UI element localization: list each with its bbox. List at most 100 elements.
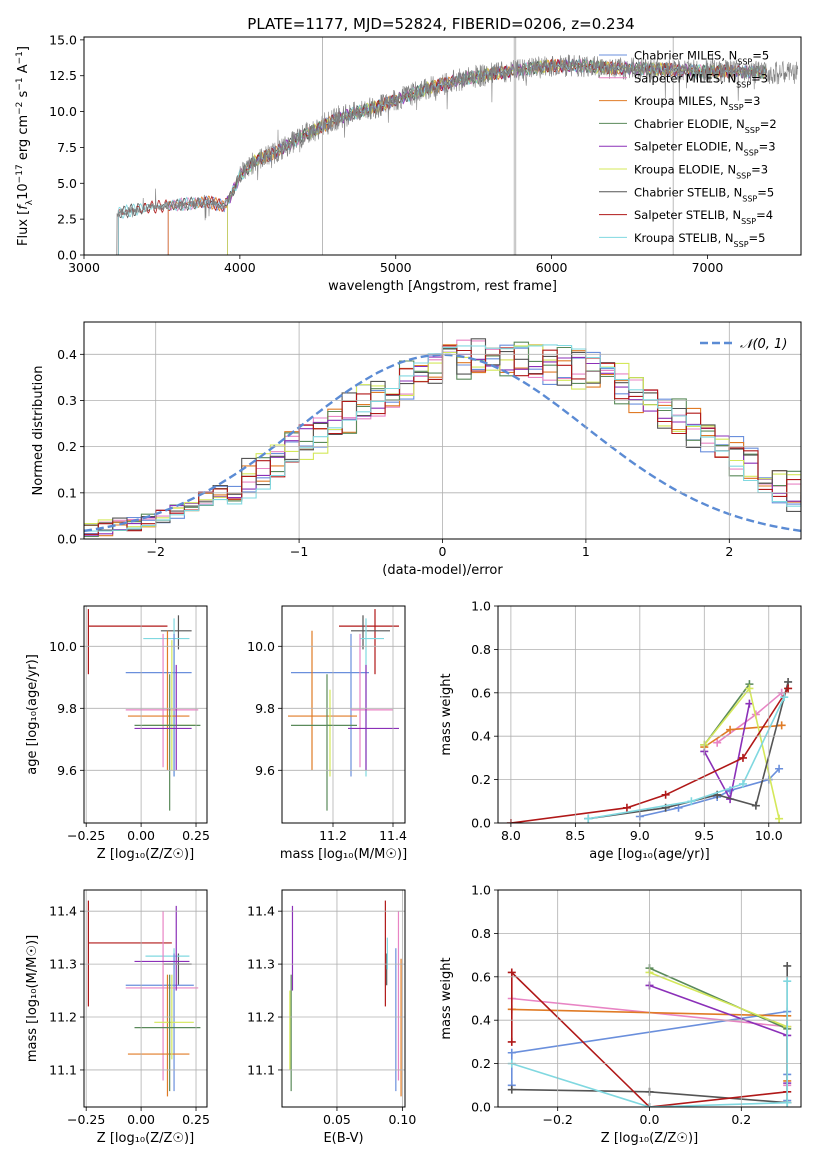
legend-label: Chabrier STELIB, NSSP=5 <box>634 185 774 203</box>
x-axis-label: age [log₁₀(age/yr)] <box>589 847 710 862</box>
y-axis-label-part: −2 <box>15 102 25 115</box>
x-tick-label: 11.2 <box>319 828 347 843</box>
plot-area <box>116 37 799 255</box>
data-point-salpeter_elodie <box>134 905 190 991</box>
y-tick-label: 0.0 <box>471 816 491 831</box>
x-tick-label: 0.25 <box>182 828 210 843</box>
y-tick-label: 11.1 <box>247 1062 275 1077</box>
data-point-salpeter_stelib <box>339 609 399 675</box>
plot-area <box>87 609 201 811</box>
series-marker <box>507 1037 516 1046</box>
y-tick-label: 9.6 <box>255 763 275 778</box>
axes-frame <box>497 605 802 824</box>
y-tick-label: 11.2 <box>247 1010 275 1025</box>
legend-entry: Kroupa ELODIE, NSSP=3 <box>599 163 768 180</box>
y-axis-label: mass weight <box>439 957 454 1039</box>
y-tick-label: 11.1 <box>49 1062 77 1077</box>
series-marker <box>751 801 760 810</box>
data-point-salpeter_miles <box>125 633 199 768</box>
x-tick-label: 8.5 <box>565 828 585 843</box>
y-axis-label: mass [log₁₀(M/M☉)] <box>25 935 40 1062</box>
legend-label-sub: SSP <box>736 171 751 180</box>
x-tick-label: 10.0 <box>755 828 783 843</box>
data-point-kroupa_miles <box>127 974 190 1097</box>
series-marker <box>783 961 792 970</box>
series-marker <box>507 1085 516 1094</box>
legend-label: Chabrier MILES, NSSP=5 <box>634 49 769 67</box>
series-marker <box>777 721 786 730</box>
y-axis-label: Flux [fλ10−17 erg cm−2 s−1 A−1] <box>15 46 35 246</box>
data-point-salpeter_elodie <box>134 664 192 771</box>
panel-age-vs-mass: 11.2 11.4 9.6 9.8 10.0 mass [log₁₀(M/M☉)] <box>247 605 407 862</box>
legend-label-text: Kroupa ELODIE, N <box>634 163 736 177</box>
y-axis-label: age [log₁₀(age/yr)] <box>25 654 40 775</box>
x-axis-label: wavelength [Angstrom, rest frame] <box>328 279 557 294</box>
x-tick-label: 9.0 <box>630 828 650 843</box>
axes-frame <box>83 889 208 1108</box>
y-tick-label: 0.8 <box>471 642 491 657</box>
axes-frame <box>83 321 802 540</box>
series-line-kroupa_elodie <box>703 686 780 819</box>
x-axis-label: Z [log₁₀(Z/Z☉)] <box>97 847 194 862</box>
legend-label-text: Salpeter STELIB, N <box>634 208 741 222</box>
y-tick-label: 1.0 <box>471 599 491 614</box>
axes-frame <box>281 605 406 824</box>
panel-spectrum: 3000 4000 5000 6000 7000 0.0 2.5 5.0 7.5 10.0 12.5… <box>15 32 802 294</box>
x-axis-label: Z [log₁₀(Z/Z☉)] <box>601 1131 698 1146</box>
x-tick-label: 4000 <box>224 260 256 275</box>
y-tick-label: 2.5 <box>57 212 77 227</box>
legend-label-text: Kroupa STELIB, N <box>634 231 734 245</box>
panel-mass-weight-vs-z: −0.2 0.0 0.2 0.0 0.2 0.4 0.6 0.8 1.0 Z [log₁₀(Z/Z… <box>439 883 802 1146</box>
legend-label-sub: SSP <box>729 103 744 112</box>
x-tick-label: 0.10 <box>388 1112 416 1127</box>
legend-entry: Salpeter ELODIE, NSSP=3 <box>599 140 776 157</box>
data-point-salpeter_miles <box>351 633 393 768</box>
series-line-kroupa_elodie <box>649 971 789 1103</box>
y-axis-label: Normed distribution <box>31 366 46 496</box>
legend-label-text: Salpeter MILES, N <box>634 71 736 85</box>
series-line-chabrier_elodie <box>649 967 788 1030</box>
x-tick-label: 0.00 <box>127 828 155 843</box>
series-line-chabrier_miles <box>639 768 780 818</box>
axes-frame <box>497 889 802 1108</box>
histogram-chabrier_miles <box>84 344 801 535</box>
data-point-chabrier_elodie <box>291 674 357 811</box>
plot-area <box>84 338 801 538</box>
x-tick-label: 9.5 <box>694 828 714 843</box>
y-axis-label-part: −17 <box>15 164 25 183</box>
series-marker <box>584 814 593 823</box>
y-tick-label: 0.1 <box>57 485 77 500</box>
y-tick-label: 11.4 <box>49 904 77 919</box>
panel-mass-vs-z: −0.25 0.00 0.25 11.1 11.2 11.3 11.4 Z [log₁₀(Z/… <box>25 889 210 1146</box>
series-line-salpeter_stelib <box>510 970 788 1107</box>
data-point-chabrier_miles <box>291 633 369 777</box>
y-tick-label: 0.2 <box>471 772 491 787</box>
legend-label-text: Chabrier ELODIE, N <box>634 117 745 131</box>
observed-spectrum <box>116 52 799 255</box>
series-marker <box>622 803 631 812</box>
plot-area <box>87 900 201 1097</box>
y-tick-label: 15.0 <box>49 32 77 47</box>
x-tick-label: −0.25 <box>67 1112 105 1127</box>
x-tick-label: 8.0 <box>501 828 521 843</box>
series-marker <box>713 738 722 747</box>
series-marker <box>775 764 784 773</box>
x-tick-label: −0.2 <box>543 1112 573 1127</box>
y-tick-label: 10.0 <box>247 639 275 654</box>
axes-frame <box>281 889 406 1108</box>
y-tick-label: 1.0 <box>471 883 491 898</box>
model-spectrum-salpeter_stelib <box>117 58 767 255</box>
y-axis-label-part: Flux [ <box>16 210 31 246</box>
y-axis-label-part: ] <box>16 46 31 51</box>
legend-label-tail: =3 <box>751 71 768 85</box>
series-marker <box>780 693 789 702</box>
y-axis-label-part: s <box>16 90 31 101</box>
axes-frame <box>83 36 802 256</box>
legend-label-sub: SSP <box>744 148 759 157</box>
plot-area <box>507 961 792 1107</box>
legend-label: Salpeter STELIB, NSSP=4 <box>634 208 773 226</box>
plot-area <box>506 677 793 823</box>
x-axis-label: mass [log₁₀(M/M☉)] <box>280 847 407 862</box>
y-tick-label: 0.4 <box>471 729 491 744</box>
